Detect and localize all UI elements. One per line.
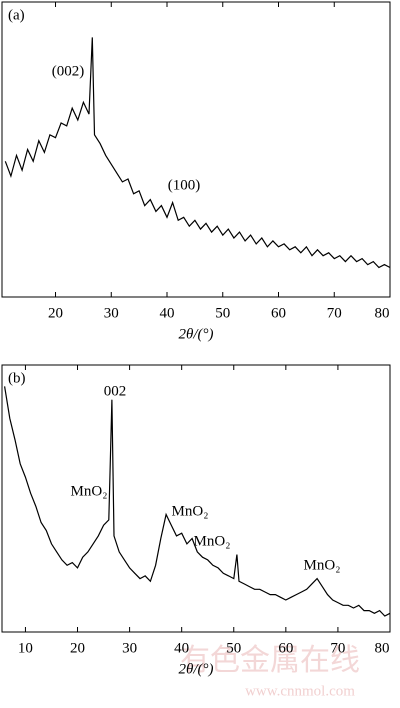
x-axis-label: 2θ/(°) (178, 326, 213, 342)
x-tick-label: 80 (375, 640, 390, 656)
x-tick-label: 80 (375, 305, 390, 321)
x-tick-label: 60 (271, 305, 286, 321)
peak-annotation: MnO₂ (172, 503, 209, 519)
panel-label: (a) (8, 7, 25, 23)
panel-label: (b) (8, 370, 26, 386)
peak-annotation: MnO₂ (194, 533, 231, 549)
x-tick-label: 20 (48, 305, 63, 321)
xrd-line (4, 37, 391, 269)
watermark: www.cnnmol.com (245, 683, 355, 699)
peak-annotation: 002 (104, 383, 127, 399)
x-tick-label: 50 (215, 305, 230, 321)
peak-annotation: (100) (168, 177, 201, 193)
plot-frame (1, 1, 391, 298)
x-tick-label: 20 (70, 640, 85, 656)
x-tick-label: 40 (160, 305, 175, 321)
watermark: 有色金属在线 (180, 644, 360, 677)
peak-annotation: MnO₂ (71, 483, 108, 499)
x-tick-label: 50 (226, 640, 241, 656)
x-tick-label: 30 (104, 305, 119, 321)
xrd-line (4, 386, 391, 617)
x-tick-label: 70 (330, 640, 345, 656)
x-tick-label: 10 (18, 640, 33, 656)
x-tick-label: 60 (278, 640, 293, 656)
x-tick-label: 30 (122, 640, 137, 656)
peak-annotation: MnO₂ (304, 557, 341, 573)
x-tick-label: 40 (174, 640, 189, 656)
plot-frame (1, 364, 391, 633)
x-tick-label: 70 (327, 305, 342, 321)
x-axis-label: 2θ/(°) (178, 661, 213, 677)
peak-annotation: (002) (52, 63, 85, 79)
